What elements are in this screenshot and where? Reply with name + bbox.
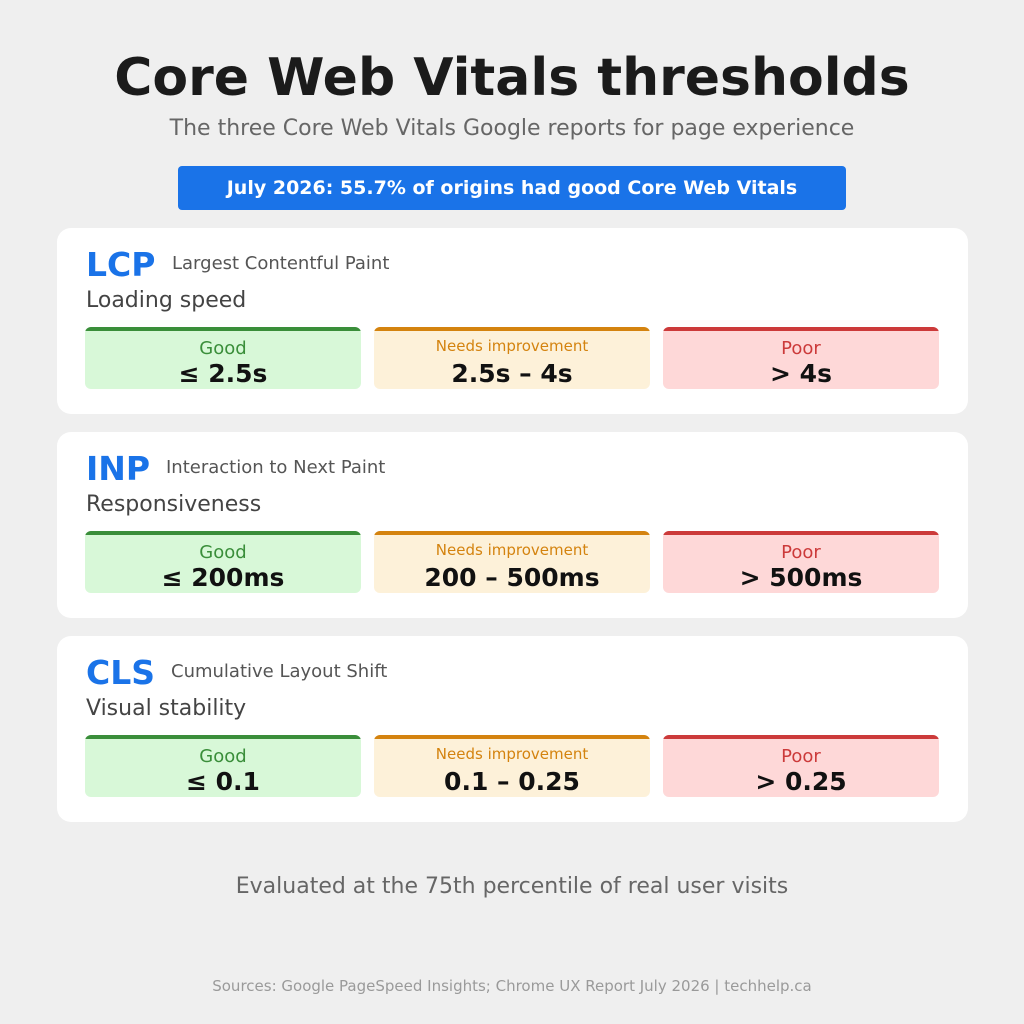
threshold-poor: Poor > 0.25 — [663, 735, 939, 797]
stat-banner: July 2026: 55.7% of origins had good Cor… — [178, 166, 846, 210]
metric-full-name: Interaction to Next Paint — [166, 457, 386, 478]
sources-credit: Sources: Google PageSpeed Insights; Chro… — [212, 977, 812, 995]
metric-aspect: Visual stability — [86, 696, 247, 721]
threshold-needs-improvement-label: Needs improvement — [435, 541, 589, 559]
threshold-poor-bar — [663, 735, 939, 739]
threshold-good-bar — [85, 735, 361, 739]
threshold-poor: Poor > 500ms — [663, 531, 939, 593]
threshold-good-value: ≤ 2.5s — [178, 359, 268, 388]
threshold-good: Good ≤ 2.5s — [85, 327, 361, 389]
threshold-needs-improvement-label: Needs improvement — [435, 745, 589, 763]
page-subtitle: The three Core Web Vitals Google reports… — [169, 116, 855, 141]
metric-aspect: Loading speed — [86, 288, 247, 313]
threshold-needs-improvement: Needs improvement 2.5s – 4s — [374, 327, 650, 389]
threshold-needs-improvement-value: 0.1 – 0.25 — [444, 767, 580, 796]
threshold-good-bar — [85, 531, 361, 535]
threshold-poor: Poor > 4s — [663, 327, 939, 389]
threshold-needs-improvement-bar — [374, 327, 650, 331]
threshold-good: Good ≤ 0.1 — [85, 735, 361, 797]
metric-abbr: CLS — [86, 653, 156, 692]
threshold-poor-bar — [663, 531, 939, 535]
threshold-needs-improvement-value: 2.5s – 4s — [451, 359, 573, 388]
threshold-good-label: Good — [199, 542, 247, 563]
metric-card-lcp: LCP Largest Contentful Paint Loading spe… — [57, 228, 968, 414]
threshold-poor-bar — [663, 327, 939, 331]
threshold-needs-improvement-value: 200 – 500ms — [424, 563, 600, 592]
threshold-needs-improvement: Needs improvement 200 – 500ms — [374, 531, 650, 593]
threshold-good: Good ≤ 200ms — [85, 531, 361, 593]
threshold-good-value: ≤ 200ms — [161, 563, 285, 592]
metric-card-inp: INP Interaction to Next Paint Responsive… — [57, 432, 968, 618]
threshold-needs-improvement: Needs improvement 0.1 – 0.25 — [374, 735, 650, 797]
metric-abbr: INP — [86, 449, 151, 488]
threshold-needs-improvement-bar — [374, 735, 650, 739]
threshold-needs-improvement-bar — [374, 531, 650, 535]
threshold-needs-improvement-label: Needs improvement — [435, 337, 589, 355]
threshold-poor-label: Poor — [781, 338, 821, 359]
threshold-good-label: Good — [199, 746, 247, 767]
threshold-poor-value: > 4s — [770, 359, 832, 388]
threshold-good-value: ≤ 0.1 — [186, 767, 260, 796]
threshold-poor-label: Poor — [781, 746, 821, 767]
metric-full-name: Largest Contentful Paint — [172, 253, 390, 274]
metric-abbr: LCP — [86, 245, 156, 284]
metric-aspect: Responsiveness — [86, 492, 262, 517]
footnote: Evaluated at the 75th percentile of real… — [235, 874, 789, 899]
metric-card-cls: CLS Cumulative Layout Shift Visual stabi… — [57, 636, 968, 822]
page-title: Core Web Vitals thresholds — [114, 48, 910, 108]
threshold-poor-label: Poor — [781, 542, 821, 563]
threshold-poor-value: > 0.25 — [755, 767, 847, 796]
metric-full-name: Cumulative Layout Shift — [171, 661, 388, 682]
threshold-poor-value: > 500ms — [739, 563, 863, 592]
threshold-good-label: Good — [199, 338, 247, 359]
threshold-good-bar — [85, 327, 361, 331]
